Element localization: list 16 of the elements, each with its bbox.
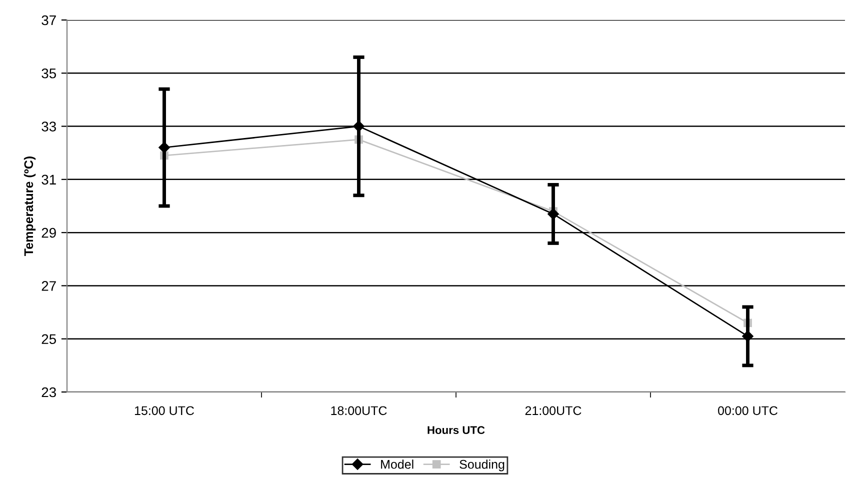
x-axis-title: Hours UTC: [428, 426, 485, 434]
y-axis-title: Temperature (ºC): [24, 156, 36, 256]
x-tick-label: 18:00UTC: [331, 406, 387, 416]
legend-label: Model: [381, 460, 414, 469]
y-tick-label: 33: [42, 122, 56, 132]
x-tick-label: 00:00 UTC: [718, 406, 778, 416]
x-tick-label: 21:00UTC: [525, 406, 582, 416]
y-tick-label: 29: [42, 228, 56, 238]
y-tick-label: 23: [42, 387, 56, 398]
x-tick-label: 15:00 UTC: [134, 406, 194, 416]
y-tick-label: 25: [42, 334, 56, 344]
y-tick-label: 31: [42, 174, 56, 185]
y-tick-label: 27: [42, 281, 56, 291]
y-tick-label: 35: [42, 68, 56, 78]
y-tick-label: 37: [42, 15, 56, 26]
legend-label: Souding: [460, 460, 504, 472]
